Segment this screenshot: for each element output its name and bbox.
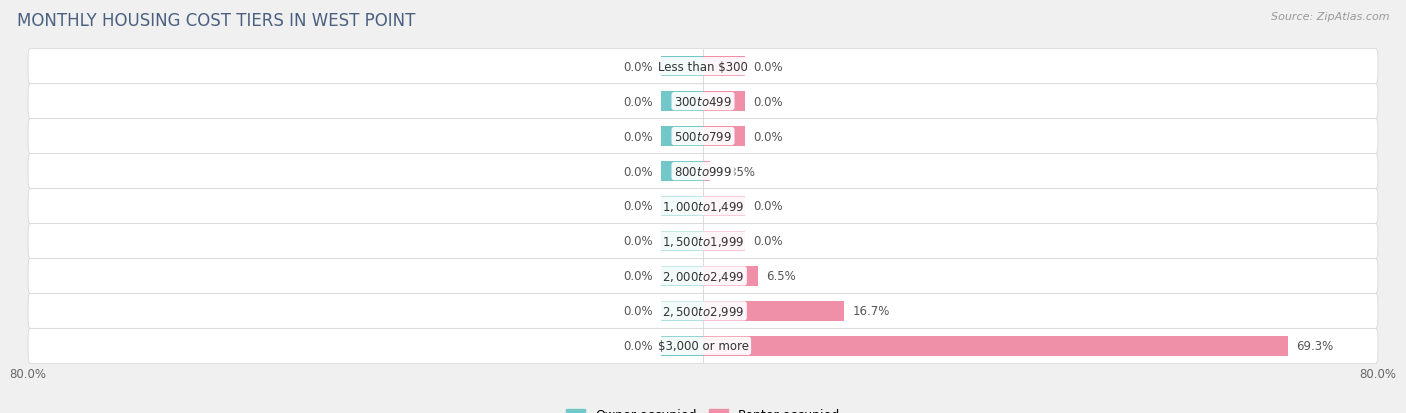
Text: 0.0%: 0.0% [623, 270, 652, 283]
Bar [703, 161, 710, 182]
Bar [703, 57, 745, 77]
Text: 0.0%: 0.0% [623, 305, 652, 318]
Text: $3,000 or more: $3,000 or more [658, 339, 748, 352]
Bar [661, 301, 703, 321]
Text: 0.0%: 0.0% [623, 339, 652, 352]
Text: 0.0%: 0.0% [754, 235, 783, 248]
FancyBboxPatch shape [28, 154, 1378, 189]
Bar [703, 336, 1288, 356]
Text: 0.0%: 0.0% [623, 61, 652, 74]
Text: 0.85%: 0.85% [718, 165, 755, 178]
Text: 0.0%: 0.0% [754, 61, 783, 74]
Bar [661, 336, 703, 356]
Bar [661, 57, 703, 77]
Bar [661, 161, 703, 182]
Text: 0.0%: 0.0% [754, 130, 783, 143]
Bar [703, 92, 745, 112]
FancyBboxPatch shape [28, 259, 1378, 294]
Text: 69.3%: 69.3% [1296, 339, 1333, 352]
Bar [661, 127, 703, 147]
Text: $2,500 to $2,999: $2,500 to $2,999 [662, 304, 744, 318]
Bar [703, 301, 844, 321]
Bar [703, 231, 745, 252]
Text: 0.0%: 0.0% [623, 235, 652, 248]
Bar [661, 266, 703, 286]
Bar [661, 197, 703, 216]
Text: 6.5%: 6.5% [766, 270, 796, 283]
Bar [703, 127, 745, 147]
FancyBboxPatch shape [28, 189, 1378, 224]
Text: $1,000 to $1,499: $1,000 to $1,499 [662, 199, 744, 214]
Text: MONTHLY HOUSING COST TIERS IN WEST POINT: MONTHLY HOUSING COST TIERS IN WEST POINT [17, 12, 415, 30]
Legend: Owner-occupied, Renter-occupied: Owner-occupied, Renter-occupied [561, 404, 845, 413]
Text: 16.7%: 16.7% [852, 305, 890, 318]
Bar [661, 92, 703, 112]
Text: 0.0%: 0.0% [623, 95, 652, 108]
Text: $500 to $799: $500 to $799 [673, 130, 733, 143]
Text: $800 to $999: $800 to $999 [673, 165, 733, 178]
Text: 0.0%: 0.0% [754, 200, 783, 213]
FancyBboxPatch shape [28, 224, 1378, 259]
Text: $300 to $499: $300 to $499 [673, 95, 733, 108]
FancyBboxPatch shape [28, 119, 1378, 154]
Text: $2,000 to $2,499: $2,000 to $2,499 [662, 269, 744, 283]
FancyBboxPatch shape [28, 50, 1378, 84]
Bar [703, 266, 758, 286]
Text: Less than $300: Less than $300 [658, 61, 748, 74]
FancyBboxPatch shape [28, 84, 1378, 119]
Text: 0.0%: 0.0% [754, 95, 783, 108]
Text: $1,500 to $1,999: $1,500 to $1,999 [662, 235, 744, 248]
Text: 0.0%: 0.0% [623, 130, 652, 143]
FancyBboxPatch shape [28, 294, 1378, 329]
Text: Source: ZipAtlas.com: Source: ZipAtlas.com [1271, 12, 1389, 22]
Bar [703, 197, 745, 216]
FancyBboxPatch shape [28, 329, 1378, 363]
Text: 0.0%: 0.0% [623, 165, 652, 178]
Text: 0.0%: 0.0% [623, 200, 652, 213]
Bar [661, 231, 703, 252]
